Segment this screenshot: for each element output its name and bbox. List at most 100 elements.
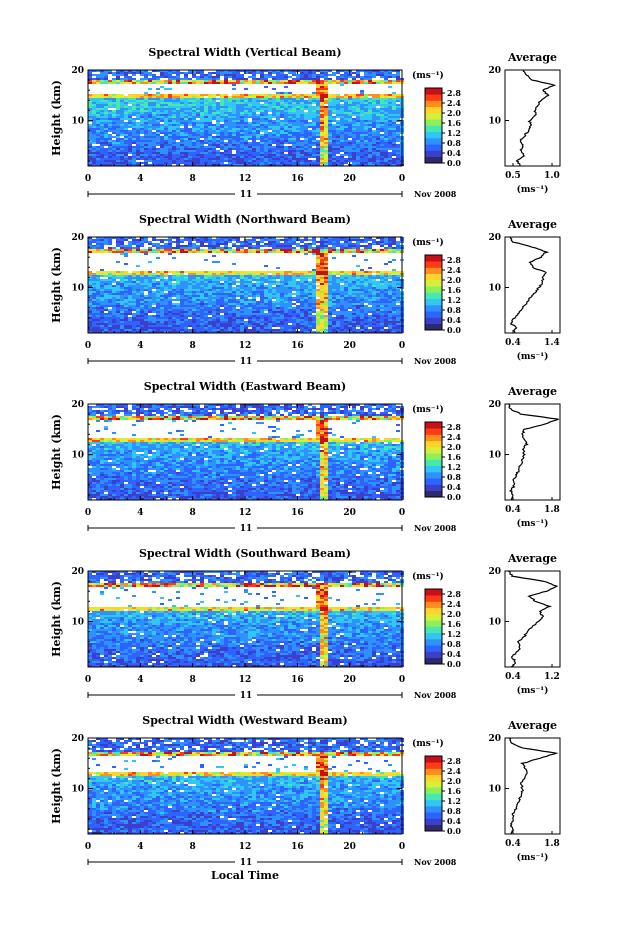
heatmap-cell — [384, 74, 388, 76]
heatmap-cell — [156, 160, 160, 162]
heatmap-cell — [276, 277, 280, 279]
heatmap-cell — [252, 96, 256, 98]
heatmap-cell — [112, 114, 116, 116]
heatmap-cell — [172, 148, 176, 150]
heatmap-cell — [320, 76, 324, 78]
heatmap-cell — [280, 136, 284, 138]
heatmap-cell — [392, 132, 396, 134]
heatmap-cell — [376, 144, 380, 146]
heatmap-cell — [96, 245, 100, 247]
heatmap-cell — [156, 287, 160, 289]
heatmap-cell — [316, 156, 320, 158]
heatmap-cell — [112, 287, 116, 289]
heatmap-cell — [176, 164, 180, 166]
heatmap-cell — [144, 124, 148, 126]
heatmap-cell — [296, 130, 300, 132]
heatmap-cell — [320, 102, 324, 104]
heatmap-cell — [168, 136, 172, 138]
heatmap-cell — [204, 76, 208, 78]
heatmap-cell — [232, 160, 236, 162]
heatmap-cell — [300, 271, 304, 273]
heatmap-cell — [300, 76, 304, 78]
heatmap-cell — [200, 106, 204, 108]
heatmap-cell — [284, 279, 288, 281]
heatmap-cell — [124, 106, 128, 108]
heatmap-cell — [356, 293, 360, 295]
heatmap-cell — [320, 110, 324, 112]
heatmap-cell — [100, 82, 104, 84]
heatmap-cell — [104, 96, 108, 98]
heatmap-cell — [316, 120, 320, 122]
heatmap-cell — [312, 116, 316, 118]
heatmap-cell — [300, 106, 304, 108]
heatmap-cell — [92, 122, 96, 124]
heatmap-cell — [288, 285, 292, 287]
heatmap-cell — [360, 130, 364, 132]
heatmap-cell — [284, 156, 288, 158]
heatmap-cell — [364, 76, 368, 78]
heatmap-cell — [104, 104, 108, 106]
heatmap-cell — [120, 156, 124, 158]
heatmap-cell — [244, 158, 248, 160]
heatmap-cell — [312, 269, 316, 271]
heatmap-cell — [244, 146, 248, 148]
heatmap-cell — [100, 243, 104, 245]
heatmap-cell — [248, 295, 252, 297]
heatmap-cell — [384, 251, 388, 253]
heatmap-cell — [360, 285, 364, 287]
heatmap-cell — [360, 104, 364, 106]
heatmap-cell — [320, 146, 324, 148]
heatmap-cell — [244, 291, 248, 293]
heatmap-cell — [336, 251, 340, 253]
heatmap-cell — [384, 128, 388, 130]
heatmap-cell — [328, 273, 332, 275]
heatmap-cell — [316, 245, 320, 247]
heatmap-cell — [100, 72, 104, 74]
heatmap-cell — [260, 98, 264, 100]
heatmap-cell — [264, 271, 268, 273]
heatmap-cell — [376, 104, 380, 106]
heatmap-cell — [324, 162, 328, 164]
heatmap-cell — [176, 150, 180, 152]
heatmap-cell — [304, 132, 308, 134]
heatmap-cell — [224, 251, 228, 253]
heatmap-cell — [104, 144, 108, 146]
heatmap-cell — [348, 102, 352, 104]
heatmap-cell — [308, 130, 312, 132]
heatmap-cell — [228, 287, 232, 289]
heatmap-cell — [212, 140, 216, 142]
heatmap-cell — [304, 74, 308, 76]
heatmap-cell — [384, 82, 388, 84]
heatmap-cell — [288, 279, 292, 281]
heatmap-cell — [152, 126, 156, 128]
heatmap-cell — [304, 243, 308, 245]
heatmap-cell — [376, 130, 380, 132]
heatmap-cell — [176, 297, 180, 299]
heatmap-cell — [304, 142, 308, 144]
heatmap-cell — [312, 164, 316, 166]
heatmap-cell — [176, 148, 180, 150]
heatmap-cell — [192, 94, 196, 96]
heatmap-cell — [284, 164, 288, 166]
heatmap-cell — [296, 70, 300, 72]
heatmap-cell — [132, 150, 136, 152]
heatmap-cell — [184, 124, 188, 126]
heatmap-cell — [132, 241, 136, 243]
heatmap-cell — [172, 271, 176, 273]
heatmap-cell — [188, 297, 192, 299]
heatmap-cell — [204, 150, 208, 152]
heatmap-cell — [128, 251, 132, 253]
heatmap-cell — [384, 154, 388, 156]
heatmap-cell — [328, 160, 332, 162]
heatmap-cell — [172, 108, 176, 110]
heatmap-cell — [172, 124, 176, 126]
heatmap-cell — [280, 128, 284, 130]
heatmap-cell — [160, 150, 164, 152]
heatmap-cell — [268, 150, 272, 152]
heatmap-cell — [280, 148, 284, 150]
heatmap-cell — [276, 293, 280, 295]
heatmap-cell — [104, 239, 108, 241]
heatmap-cell — [156, 132, 160, 134]
month-label: Nov 2008 — [414, 189, 457, 199]
heatmap-cell — [140, 245, 144, 247]
